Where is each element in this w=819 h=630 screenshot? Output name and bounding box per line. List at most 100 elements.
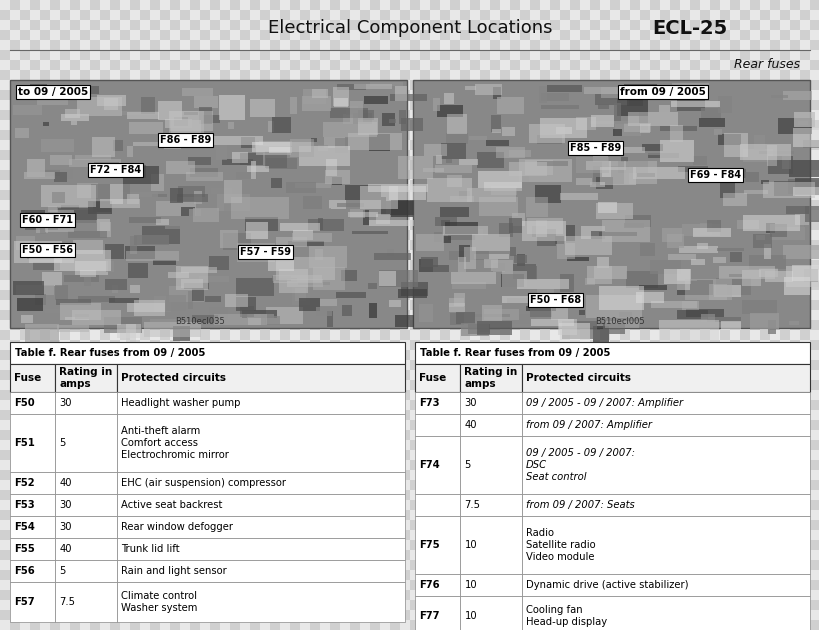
Bar — [160, 170, 170, 180]
Bar — [749, 360, 759, 370]
Bar — [240, 240, 250, 250]
Bar — [269, 450, 279, 460]
Bar — [70, 20, 80, 30]
Bar — [260, 30, 269, 40]
Bar — [629, 340, 639, 350]
Bar — [390, 250, 400, 260]
Bar — [100, 90, 110, 100]
Bar — [90, 400, 100, 410]
Bar — [639, 560, 649, 570]
Bar — [799, 400, 809, 410]
Bar — [120, 400, 130, 410]
Bar — [352, 231, 387, 234]
Bar — [689, 150, 699, 160]
Bar — [75, 314, 88, 319]
Bar — [809, 100, 819, 110]
Bar — [809, 430, 819, 440]
Text: 7.5: 7.5 — [464, 500, 480, 510]
Bar — [600, 330, 609, 340]
Bar — [788, 321, 799, 324]
Bar — [410, 530, 419, 540]
Bar — [490, 410, 500, 420]
Bar — [140, 310, 150, 320]
Bar — [170, 510, 180, 520]
Bar — [590, 160, 600, 170]
Bar — [360, 570, 369, 580]
Bar — [390, 80, 400, 90]
Bar — [389, 94, 426, 101]
Bar — [90, 240, 100, 250]
Bar — [455, 312, 475, 324]
Bar — [260, 510, 269, 520]
Bar — [500, 400, 509, 410]
Bar — [350, 400, 360, 410]
Bar — [269, 130, 279, 140]
Bar — [799, 580, 809, 590]
Bar — [140, 460, 150, 470]
Bar — [536, 289, 553, 304]
Bar — [689, 350, 699, 360]
Bar — [699, 270, 709, 280]
Bar — [329, 620, 340, 630]
Bar — [669, 100, 679, 110]
Bar — [759, 70, 769, 80]
Bar — [590, 140, 600, 150]
Bar — [390, 510, 400, 520]
Bar — [0, 460, 10, 470]
Bar — [200, 40, 210, 50]
Bar — [414, 342, 809, 364]
Bar — [260, 500, 269, 510]
Bar — [133, 142, 159, 147]
Bar — [30, 460, 40, 470]
Bar — [269, 70, 279, 80]
Bar — [40, 420, 50, 430]
Bar — [450, 570, 459, 580]
Bar — [419, 620, 429, 630]
Bar — [739, 500, 749, 510]
Bar — [50, 600, 60, 610]
Bar — [429, 10, 440, 20]
Bar — [410, 150, 419, 160]
Bar — [460, 323, 489, 336]
Bar — [659, 580, 669, 590]
Bar — [669, 400, 679, 410]
Bar — [799, 610, 809, 620]
Bar — [490, 0, 500, 10]
Bar — [429, 490, 440, 500]
Bar — [500, 550, 509, 560]
Bar — [0, 430, 10, 440]
Bar — [229, 410, 240, 420]
Bar — [252, 142, 310, 152]
Bar — [459, 480, 469, 490]
Bar — [100, 0, 110, 10]
Bar — [329, 320, 340, 330]
Bar — [90, 470, 100, 480]
Bar — [540, 440, 550, 450]
Bar — [240, 80, 250, 90]
Bar — [469, 40, 479, 50]
Bar — [729, 620, 739, 630]
Bar — [379, 260, 390, 270]
Bar — [290, 420, 300, 430]
Bar — [419, 270, 429, 280]
Bar — [140, 80, 150, 90]
Bar — [719, 580, 729, 590]
Bar — [345, 185, 381, 200]
Bar — [709, 330, 719, 340]
Bar — [310, 420, 319, 430]
Bar — [440, 240, 450, 250]
Bar — [729, 490, 739, 500]
Bar — [229, 380, 240, 390]
Bar — [679, 170, 689, 180]
Bar — [130, 480, 140, 490]
Bar — [390, 360, 400, 370]
Bar — [193, 209, 219, 222]
Bar — [37, 94, 68, 105]
Bar — [120, 60, 130, 70]
Bar — [70, 60, 80, 70]
Bar — [110, 70, 120, 80]
Bar — [729, 280, 739, 290]
Bar — [150, 10, 160, 20]
Bar — [779, 200, 789, 210]
Bar — [250, 330, 260, 340]
